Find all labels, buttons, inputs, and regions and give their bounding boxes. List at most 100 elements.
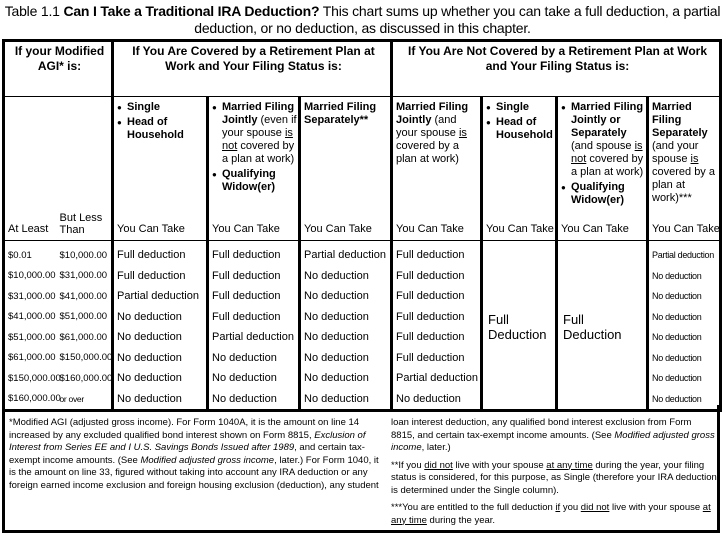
cell-covered-single: Full deduction [111,240,208,266]
text-segment: Single [127,101,161,113]
text-segment: , later.) [421,442,451,453]
text-segment: Single [496,101,530,113]
text-segment: is [458,127,467,139]
text-segment: live with your spouse [609,502,703,513]
table-row: $150,000.00 $160,000.00 No deduction No ded… [2,368,723,389]
cell-notcovered-joint-spouse-covered: Full deduction [390,327,482,348]
cell-less-than: $150,000.00 [59,352,113,364]
cell-less-than: $160,000.00 [59,372,113,384]
header-not-covered: If You Are Not Covered by a Retirement P… [389,39,723,97]
cell-notcovered-joint-spouse-covered: Full deduction [390,286,482,307]
cell-covered-joint: No deduction [206,388,300,412]
table-row: $160,000.00 or over No deduction No deducti… [2,388,723,412]
text-segment: covered by a plan at work) [396,140,459,165]
cell-covered-separate: No deduction [298,388,392,412]
cell-notcovered-joint-spouse-covered: Partial deduction [390,368,482,389]
bullet-item: Qualifying Widow(er) [212,168,298,194]
table-description: This chart sums up whether you can take … [194,3,721,36]
cell-covered-separate: Partial deduction [298,240,392,266]
cell-notcovered-separate: No deduction [645,265,723,286]
header-row-status: At Least But Less Than Single Head of Hou… [2,96,723,241]
cell-covered-single: No deduction [111,327,208,348]
table-heading: Can I Take a Traditional IRA Deduction? [63,3,320,19]
cell-notcovered-joint-spouse-covered: No deduction [390,388,482,412]
cell-less-than: $41,000.00 [59,290,108,302]
cell-covered-single: Full deduction [111,265,208,286]
text-segment: Qualifying Widow(er) [222,168,276,193]
bullet-item: Qualifying Widow(er) [561,181,646,207]
header-agi: If your Modified AGI* is: [2,39,113,97]
cell-covered-joint: No deduction [206,347,300,368]
footnotes-right: loan interest deduction, any qualified b… [391,417,717,532]
text-segment: **If you [391,459,425,471]
bullet-item: Single [486,101,555,114]
cell-notcovered-joint-spouse-covered: Full deduction [390,347,482,368]
cell-less-than: or over [56,388,113,412]
text-segment: covered by a plan at work) [222,140,295,165]
bullet-item: Head of Household [486,116,555,142]
text-segment: , later.) For Form 1040, it is the amoun… [9,454,379,491]
text-segment: Head of Household [496,116,553,141]
cell-covered-joint: No deduction [206,368,300,389]
text-segment: during the year, your filing status is c… [391,459,717,496]
text-segment: did not [580,502,610,513]
cell-covered-joint: Partial deduction [206,327,300,348]
text-segment: Married Filing Jointly or Separately [571,101,644,139]
text-segment: Married Filing Separately [652,101,708,139]
cell-covered-single: No deduction [111,388,208,412]
cell-less-than: $10,000.00 [59,249,108,261]
cell-notcovered-joint-spouse-covered: Full deduction [390,265,482,286]
text-segment: (and your spouse [652,140,699,165]
table-row: $61,000.00 $150,000.00 No deduction No dedu… [2,347,723,368]
table-row: $31,000.00 $41,000.00 Partial deduction Ful… [2,286,723,307]
cell-covered-joint: Full deduction [206,306,300,327]
text-segment: Married Filing Jointly [222,101,295,126]
text-segment: during the year. [426,514,496,526]
bullet-item: Single [117,101,206,114]
text-segment: live with your spouse [452,459,547,471]
cell-at-least: $0.01 [2,240,57,266]
status-covered-separate: Married Filing Separately** You Can Take [298,96,392,241]
bullet-item: Head of Household [117,116,206,142]
status-label: Married Filing Separately** [304,101,390,127]
status-covered-joint: Married Filing Jointly (even if your spo… [206,96,300,241]
footnote-paragraph: ***You are entitled to the full deductio… [391,502,717,527]
footnote-paragraph: **If you did not live with your spouse a… [391,460,717,498]
footnotes: *Modified AGI (adjusted gross income). F… [2,405,720,533]
text-segment: (even if your spouse [222,114,297,139]
cell-covered-single: No deduction [111,347,208,368]
cell-covered-joint: Full deduction [206,265,300,286]
status-label: Married Filing Separately (and your spou… [652,101,719,205]
cell-covered-separate: No deduction [298,347,392,368]
text-segment: Qualifying Widow(er) [571,181,625,206]
status-label: Married Filing Jointly (and your spouse … [396,101,480,166]
text-segment: Modified adjusted gross income [140,454,275,466]
text-segment: is [690,153,699,165]
status-notcovered-joint-spouse-not-covered: Married Filing Jointly or Separately (an… [555,96,648,241]
cell-covered-separate: No deduction [298,286,392,307]
text-segment: is not [222,127,293,152]
cell-at-least: $31,000.00 [2,286,57,307]
table-caption: Table 1.1 Can I Take a Traditional IRA D… [0,3,725,37]
footnote-paragraph: loan interest deduction, any qualified b… [391,417,717,455]
cell-covered-separate: No deduction [298,306,392,327]
footnotes-left: *Modified AGI (adjusted gross income). F… [9,417,387,497]
table-label: Table 1.1 [4,3,60,19]
cell-at-least: $51,000.00 [2,327,57,348]
text-segment: you [560,502,581,513]
cell-less-than: $61,000.00 [59,331,108,343]
text-segment: (and spouse [571,140,635,152]
text-segment: Married Filing Separately** [304,101,377,126]
cell-less-than: $31,000.00 [59,270,108,282]
cell-notcovered-single: Full Deduction [480,240,557,412]
text-segment: Head of Household [127,116,184,141]
header-covered: If You Are Covered by a Retirement Plan … [111,39,392,97]
cell-at-least: $41,000.00 [2,306,57,327]
cell-at-least: $150,000.00 [2,368,61,389]
cell-notcovered-separate: No deduction [645,327,723,348]
cell-covered-separate: No deduction [298,265,392,286]
cell-covered-joint: Full deduction [206,240,300,266]
text-segment: Married Filing Jointly [396,101,469,126]
